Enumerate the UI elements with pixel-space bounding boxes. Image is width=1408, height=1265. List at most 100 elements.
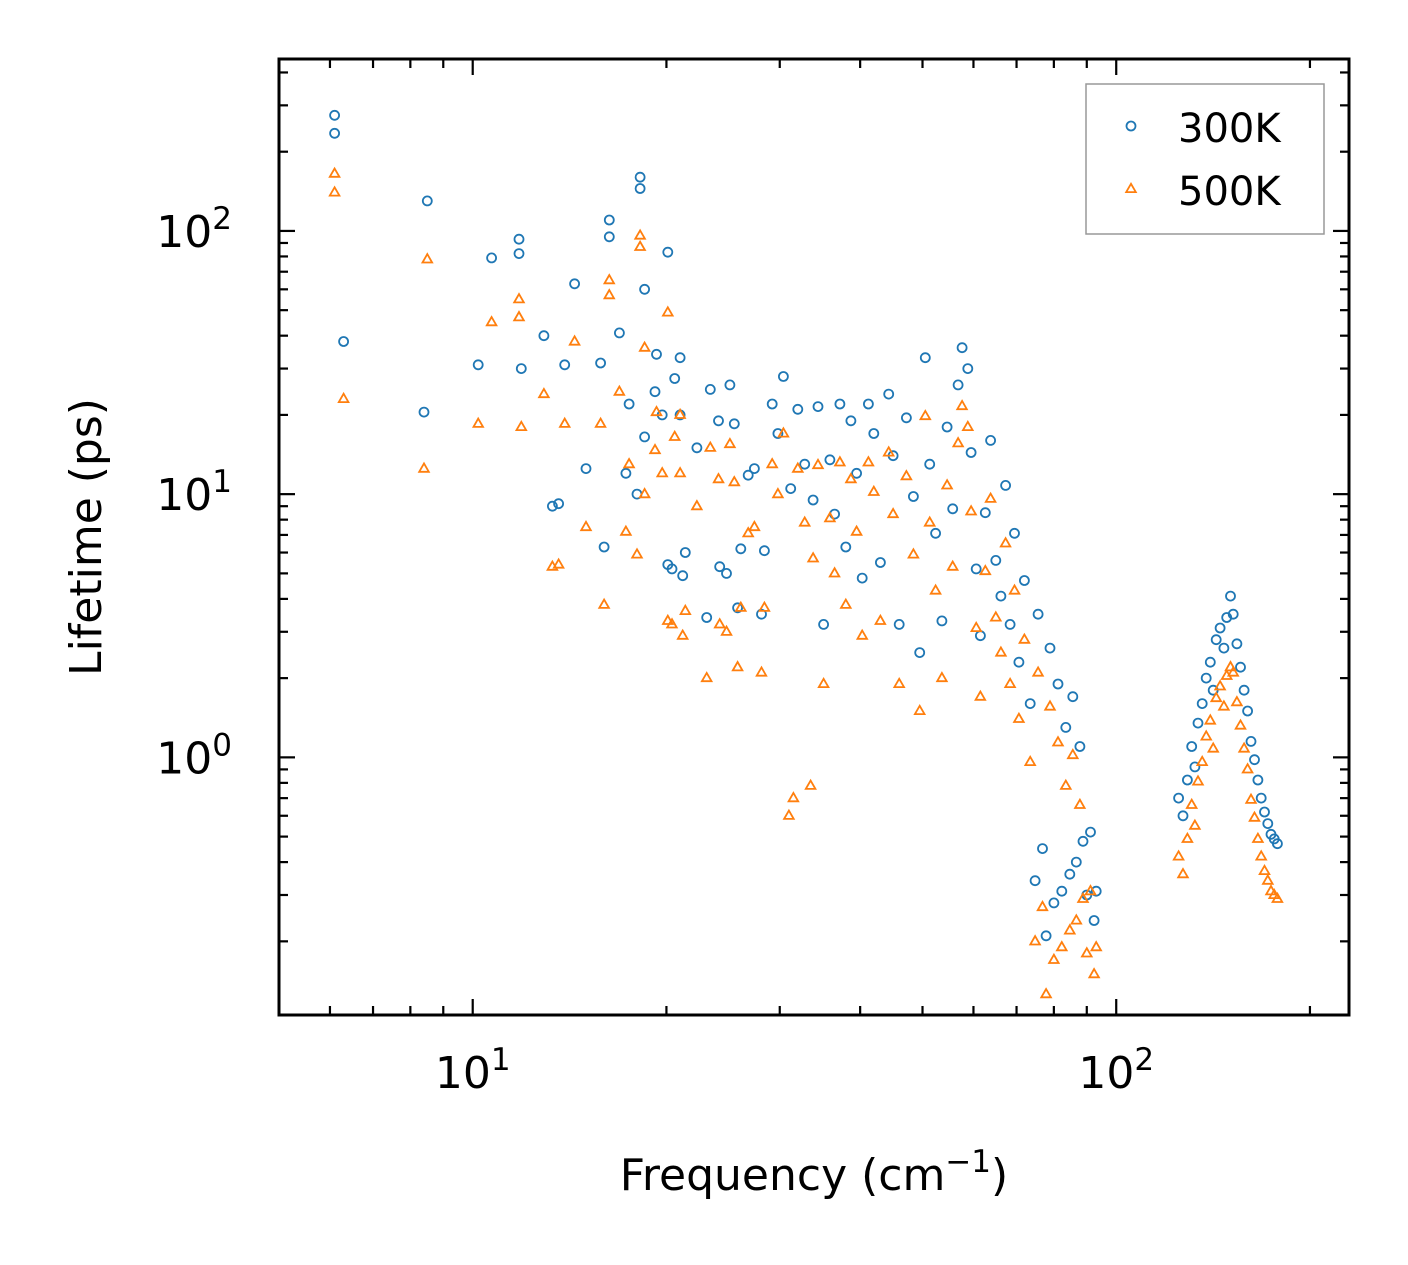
data-point (804, 778, 817, 790)
data-point (552, 557, 565, 569)
data-point (766, 398, 778, 410)
data-point (985, 434, 996, 446)
data-point (732, 602, 743, 614)
data-point (755, 665, 768, 677)
data-point (914, 647, 926, 658)
data-point (634, 171, 646, 183)
data-point (833, 455, 847, 467)
data-point (969, 620, 983, 632)
data-point (1047, 952, 1061, 964)
data-point (338, 336, 350, 347)
data-point (650, 405, 663, 417)
data-point (633, 239, 647, 251)
data-point (919, 352, 931, 364)
data-point (748, 519, 761, 532)
data-point (537, 387, 551, 399)
data-point (1039, 987, 1053, 999)
data-point (1242, 705, 1253, 717)
data-point (513, 233, 525, 245)
data-point (946, 559, 960, 571)
data-point (961, 420, 975, 432)
data-point (594, 416, 607, 428)
data-point (851, 467, 862, 479)
data-point (673, 466, 687, 478)
data-point (568, 334, 581, 346)
data-point (1188, 818, 1202, 830)
data-point (569, 278, 580, 290)
data-point (742, 469, 754, 481)
data-point (328, 185, 341, 197)
data-point (649, 386, 661, 398)
data-point (1023, 755, 1037, 766)
data-point (603, 214, 615, 226)
data-point (1259, 806, 1270, 818)
data-point (328, 166, 341, 178)
data-point (999, 536, 1012, 548)
data-point (1252, 774, 1264, 786)
data-point (907, 547, 920, 559)
data-point (1231, 638, 1243, 650)
data-point (811, 457, 825, 470)
data-point (883, 388, 895, 400)
data-point (512, 292, 526, 304)
data-point (834, 398, 846, 410)
data-point (892, 677, 906, 688)
data-point (1037, 843, 1048, 854)
data-point (1255, 792, 1267, 804)
data-point (620, 467, 632, 479)
data-point (984, 491, 997, 503)
data-point (771, 487, 785, 499)
data-point (862, 455, 875, 467)
data-point (886, 507, 900, 519)
data-point (638, 487, 651, 499)
y-axis-label: Lifetime (ps) (61, 398, 112, 676)
data-point (962, 363, 974, 375)
data-point (619, 524, 633, 536)
data-point (1227, 608, 1239, 620)
data-point (758, 600, 771, 612)
data-point (1076, 891, 1090, 903)
data-point (1176, 867, 1190, 879)
data-point (974, 689, 987, 701)
data-point (728, 418, 740, 430)
data-point (901, 412, 912, 424)
data-point (1018, 632, 1031, 644)
x-axis-label-superscript: −1 (945, 1144, 991, 1180)
data-point (622, 457, 636, 469)
data-point (634, 183, 646, 194)
data-point (337, 391, 350, 404)
data-point (1204, 656, 1216, 668)
data-point (1031, 665, 1045, 677)
data-point (1203, 713, 1217, 725)
data-point (1238, 684, 1250, 696)
data-point (712, 472, 725, 484)
data-point (603, 231, 615, 243)
data-point (1077, 835, 1089, 847)
legend-label-500k: 500K (1178, 169, 1282, 215)
y-tick-label: 102 (156, 201, 232, 258)
data-point (929, 583, 942, 595)
data-point (420, 252, 434, 264)
data-point (329, 109, 341, 121)
data-point (538, 330, 550, 342)
data-point (1182, 774, 1193, 786)
data-point (721, 568, 732, 579)
data-point (956, 342, 968, 354)
data-point (723, 437, 737, 449)
data-point (512, 310, 526, 322)
data-point (798, 515, 812, 527)
data-point (818, 619, 829, 630)
data-point (1262, 818, 1274, 829)
data-point (472, 359, 484, 371)
data-point (918, 409, 932, 421)
data-point (673, 407, 687, 419)
data-point (580, 463, 592, 475)
data-point (655, 466, 669, 478)
data-point (674, 352, 686, 364)
data-point (701, 612, 713, 623)
data-point (676, 628, 690, 640)
data-point (955, 399, 969, 411)
data-point (1235, 661, 1246, 673)
data-point (947, 503, 959, 515)
data-point (782, 808, 796, 820)
